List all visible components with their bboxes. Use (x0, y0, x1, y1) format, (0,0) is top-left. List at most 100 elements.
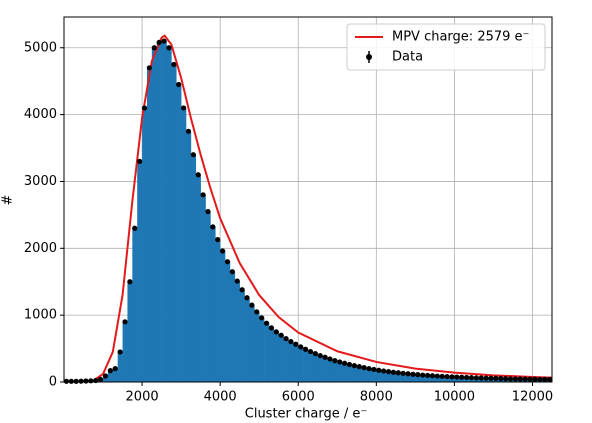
histogram-bar (322, 357, 328, 382)
data-point (459, 374, 465, 380)
data-point (517, 376, 523, 382)
histogram-bar (132, 228, 138, 382)
legend-label: Data (392, 50, 423, 65)
histogram-bar (239, 289, 245, 382)
histogram-bar (425, 375, 431, 382)
data-point (190, 152, 196, 158)
data-point (205, 208, 211, 215)
data-point (78, 378, 84, 384)
y-tick-label: 1000 (24, 308, 57, 323)
histogram-bar (312, 353, 319, 382)
data-point (385, 369, 392, 375)
data-point (112, 366, 118, 372)
histogram-bar (337, 361, 343, 382)
data-point (268, 325, 274, 331)
histogram-bar (268, 327, 275, 382)
data-point (224, 259, 231, 265)
data-point (342, 360, 348, 366)
data-point (132, 225, 138, 231)
histogram-bar (112, 368, 118, 382)
data-point (273, 329, 279, 335)
data-point (464, 374, 470, 381)
data-point (161, 38, 167, 44)
bars (64, 41, 553, 383)
data-point (512, 376, 519, 382)
data-point (498, 375, 504, 382)
data-point (171, 61, 177, 68)
histogram-bar (142, 107, 148, 383)
histogram-bar (249, 305, 255, 382)
data-point (98, 376, 104, 382)
histogram-bar (303, 349, 309, 382)
y-tick-label: 0 (49, 375, 57, 390)
data-point (395, 370, 401, 376)
fit-line (83, 34, 553, 383)
data-point (83, 378, 89, 384)
histogram-bar (288, 341, 294, 382)
histogram-bar (229, 271, 236, 382)
data-point (361, 365, 367, 371)
histogram-bar (434, 376, 441, 382)
data-point (278, 332, 284, 338)
data-point (122, 319, 128, 325)
data-point (137, 158, 143, 164)
data-point (117, 349, 123, 355)
histogram-bar (234, 281, 240, 382)
data-point (351, 363, 357, 369)
histogram-bar (405, 373, 411, 382)
histogram-bar (298, 346, 304, 382)
histogram-bar (156, 42, 162, 383)
histogram-bar (390, 372, 397, 382)
data-point (415, 372, 421, 378)
histogram-bar (361, 367, 367, 382)
data-point (507, 376, 514, 382)
histogram-bar (176, 84, 182, 383)
data-point (527, 376, 533, 382)
histogram-bar (171, 64, 177, 382)
histogram-bar (244, 297, 250, 382)
data-point (356, 364, 362, 370)
data-point (166, 45, 172, 51)
histogram-bar (327, 358, 333, 382)
data-point (371, 366, 377, 373)
histogram-bar (161, 41, 167, 383)
data-point (424, 372, 431, 378)
data-point (298, 344, 304, 350)
histogram-bar (351, 365, 358, 382)
y-tick-label: 2000 (24, 241, 57, 256)
data-point (176, 81, 182, 88)
histogram-bar (371, 369, 377, 382)
y-tick-label: 4000 (24, 107, 57, 122)
data-point (68, 378, 74, 384)
data-point (522, 376, 528, 382)
data-point (439, 373, 445, 379)
histogram-bar (220, 250, 226, 382)
histogram-bar (317, 355, 323, 382)
data-point (317, 352, 323, 359)
data-point (229, 269, 235, 275)
x-tick-label: 8000 (360, 390, 393, 405)
data-point (376, 367, 382, 373)
data-point (151, 45, 157, 51)
histogram-bar (146, 67, 153, 383)
histogram-bar (205, 211, 211, 382)
data-point (234, 278, 240, 284)
data-point (493, 375, 499, 381)
data-point (239, 287, 245, 293)
data-point (327, 356, 333, 362)
histogram-bar (122, 321, 128, 382)
data-point (200, 192, 206, 198)
data-point (63, 378, 70, 384)
data-point (332, 358, 338, 364)
data-point (381, 368, 387, 374)
histogram-bar (259, 317, 265, 382)
histogram-bar (195, 174, 201, 382)
data-point (244, 295, 250, 301)
legend-box (346, 23, 546, 71)
histogram-bar (103, 375, 109, 382)
x-tick-label: 12000 (512, 390, 553, 405)
data-point (390, 369, 396, 375)
x-axis-label: Cluster charge / e⁻ (245, 407, 368, 422)
data-point (293, 341, 299, 347)
